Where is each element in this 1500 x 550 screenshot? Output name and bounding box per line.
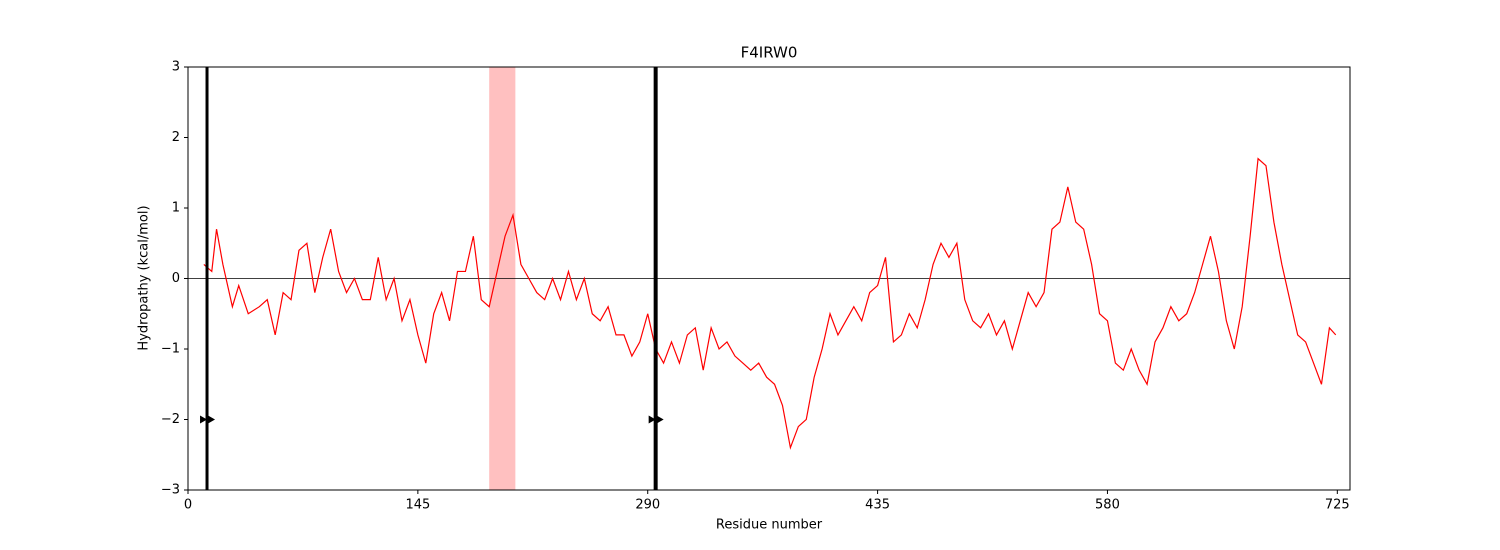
x-tick-label: 0 [184, 498, 192, 513]
y-tick-label: 0 [172, 271, 180, 286]
marker [656, 415, 664, 424]
y-tick-label: −3 [161, 483, 180, 498]
y-tick-label: 2 [172, 130, 180, 145]
x-tick-label: 145 [405, 498, 430, 513]
y-tick-label: −2 [161, 412, 180, 427]
marker [208, 415, 216, 424]
hydropathy-line [203, 157, 1337, 450]
chart-title: F4IRW0 [741, 44, 798, 62]
plot-frame [187, 66, 1351, 491]
x-tick-label: 290 [635, 498, 660, 513]
y-tick-label: 3 [172, 60, 180, 75]
x-tick-label: 435 [865, 498, 890, 513]
y-tick-label: 1 [172, 201, 180, 216]
x-tick-label: 580 [1095, 498, 1120, 513]
y-axis-label: Hydropathy (kcal/mol) [137, 205, 152, 350]
y-tick-label: −1 [161, 342, 180, 357]
x-axis-label: Residue number [716, 518, 823, 533]
marker [648, 415, 656, 424]
marker [200, 415, 208, 424]
x-tick-label: 725 [1325, 498, 1350, 513]
